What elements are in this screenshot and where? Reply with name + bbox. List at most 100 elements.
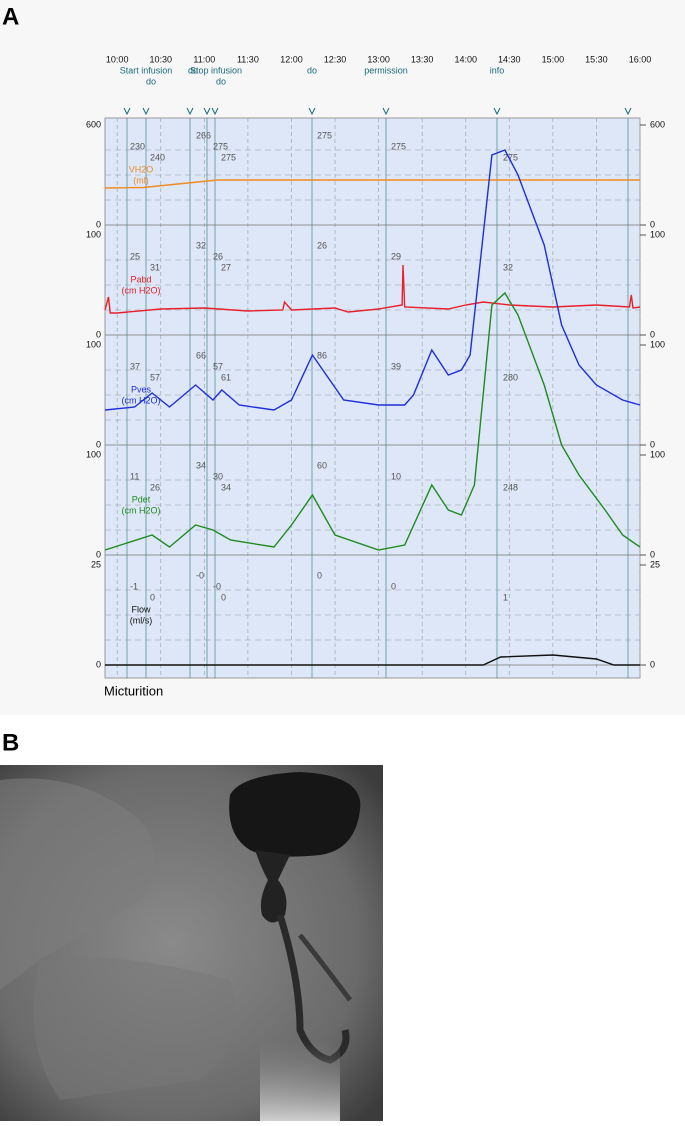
event-marker xyxy=(203,107,211,116)
annotation: 26 xyxy=(317,240,327,250)
y2-tick-label: 0 xyxy=(650,219,655,229)
annotation: 280 xyxy=(503,372,518,382)
event-marker xyxy=(493,107,501,116)
y2-tick-label: 100 xyxy=(650,449,665,459)
channel-unit: (ml/s) xyxy=(130,615,153,625)
x-tick-label: 10:30 xyxy=(149,54,172,64)
y2-tick-label: 25 xyxy=(650,559,660,569)
y-tick-label: 100 xyxy=(86,449,101,459)
annotation: 37 xyxy=(130,361,140,371)
y2-tick-label: 600 xyxy=(650,119,665,129)
annotation: 26 xyxy=(213,251,223,261)
event-marker xyxy=(211,107,219,116)
annotation: 275 xyxy=(391,141,406,151)
annotation: 240 xyxy=(150,152,165,162)
event-marker xyxy=(624,107,632,116)
y-tick-label: 600 xyxy=(86,119,101,129)
x-tick-label: 15:30 xyxy=(585,54,608,64)
caption: Micturition xyxy=(104,683,163,698)
annotation: 11 xyxy=(130,471,139,481)
plot-bg xyxy=(104,117,641,679)
annotation: 275 xyxy=(503,152,518,162)
annotation: 248 xyxy=(503,482,518,492)
event-marker xyxy=(382,107,390,116)
x-tick-label: 11:00 xyxy=(193,54,215,64)
annotation: 66 xyxy=(196,350,206,360)
x-tick-label: 13:00 xyxy=(367,54,390,64)
channel-title: Pdet xyxy=(132,494,151,504)
x-tick-label: 12:30 xyxy=(324,54,347,64)
annotation: -0 xyxy=(213,581,221,591)
annotation: 60 xyxy=(317,460,327,470)
panel-label: A xyxy=(2,3,19,30)
y2-tick-label: 100 xyxy=(650,339,665,349)
event-label: Start infusion xyxy=(120,65,173,75)
y-tick-label: 25 xyxy=(91,559,101,569)
annotation: 275 xyxy=(221,152,236,162)
annotation: 31 xyxy=(150,262,160,272)
event-label: do xyxy=(216,76,226,86)
y-tick-label: 0 xyxy=(96,219,101,229)
annotation: 32 xyxy=(503,262,513,272)
channel-title: Pabd xyxy=(130,274,151,284)
annotation: 57 xyxy=(150,372,160,382)
x-tick-label: 15:00 xyxy=(542,54,565,64)
annotation: 26 xyxy=(150,482,160,492)
annotation: 30 xyxy=(213,471,223,481)
y-tick-label: 0 xyxy=(96,549,101,559)
annotation: 275 xyxy=(213,141,228,151)
event-marker xyxy=(123,107,131,116)
annotation: 34 xyxy=(196,460,206,470)
channel-unit: (cm H2O) xyxy=(122,505,161,515)
channel-title: VH2O xyxy=(129,164,154,174)
channel-title: Flow xyxy=(131,604,151,614)
channel-title: Pves xyxy=(131,384,152,394)
panel-label: B xyxy=(2,729,19,756)
x-tick-label: 14:30 xyxy=(498,54,521,64)
annotation: 230 xyxy=(130,141,145,151)
y2-tick-label: 0 xyxy=(650,549,655,559)
annotation: 32 xyxy=(196,240,206,250)
x-tick-label: 14:00 xyxy=(454,54,477,64)
annotation: 25 xyxy=(130,251,140,261)
xray-image xyxy=(0,765,383,1121)
annotation: -0 xyxy=(196,570,204,580)
annotation: 29 xyxy=(391,251,401,261)
x-tick-label: 12:00 xyxy=(280,54,303,64)
annotation: 275 xyxy=(317,130,332,140)
annotation: 0 xyxy=(317,570,322,580)
y2-tick-label: 100 xyxy=(650,229,665,239)
trace xyxy=(104,291,641,551)
y2-tick-label: 0 xyxy=(650,439,655,449)
x-tick-label: 11:30 xyxy=(237,54,259,64)
y-tick-label: 0 xyxy=(96,439,101,449)
event-marker xyxy=(308,107,316,116)
annotation: 266 xyxy=(196,130,211,140)
x-tick-label: 13:30 xyxy=(411,54,434,64)
channel-unit: (cm H2O) xyxy=(122,285,161,295)
event-label: do xyxy=(307,65,317,75)
annotation: 0 xyxy=(391,581,396,591)
event-label: info xyxy=(490,65,505,75)
event-marker xyxy=(142,107,150,116)
y2-tick-label: 0 xyxy=(650,659,655,669)
annotation: 0 xyxy=(221,592,226,602)
channel-unit: (cm H2O) xyxy=(122,395,161,405)
x-tick-label: 10:00 xyxy=(106,54,129,64)
y-tick-label: 0 xyxy=(96,659,101,669)
x-tick-label: 16:00 xyxy=(629,54,652,64)
channel-unit: (ml) xyxy=(133,175,149,185)
trace xyxy=(104,149,641,411)
y-tick-label: 0 xyxy=(96,329,101,339)
annotation: 86 xyxy=(317,350,327,360)
annotation: 34 xyxy=(221,482,231,492)
annotation: 1 xyxy=(503,592,508,602)
trace xyxy=(105,654,640,666)
annotation: 61 xyxy=(221,372,231,382)
annotation: 27 xyxy=(221,262,231,272)
y2-tick-label: 0 xyxy=(650,329,655,339)
event-label: permission xyxy=(364,65,408,75)
trace xyxy=(104,179,640,189)
annotation: -1 xyxy=(130,581,138,591)
